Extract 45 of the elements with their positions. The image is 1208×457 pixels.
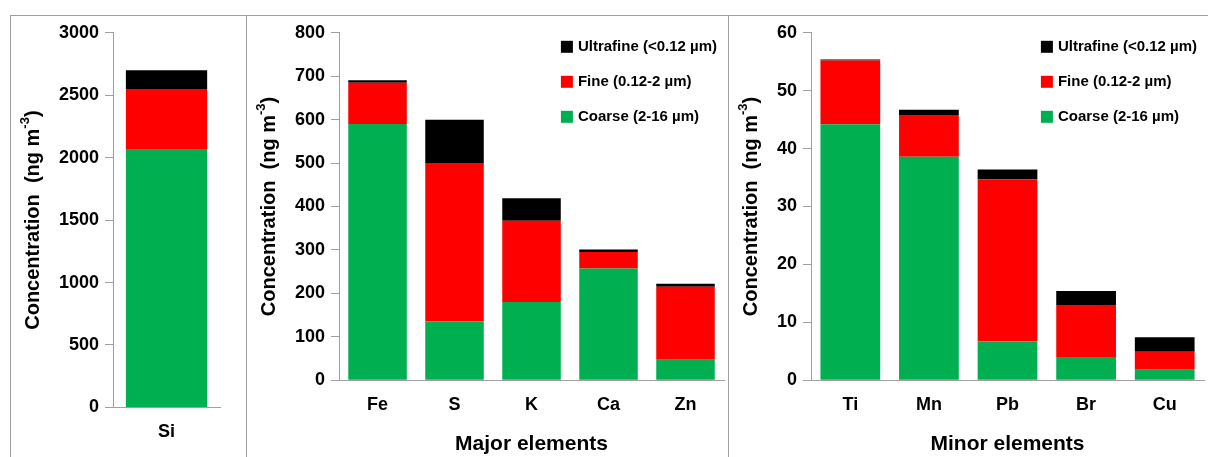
legend-label: Coarse (2-16 µm) (1057, 106, 1180, 124)
legend-label: Ultrafine (<0.12 µm) (1057, 36, 1198, 54)
y-tick-label: 1500 (59, 209, 100, 230)
legend-label: Fine (0.12-2 µm) (1057, 71, 1172, 89)
y-axis-title: Concentration (ng m-3) (734, 96, 761, 317)
y-tick-label: 100 (294, 325, 326, 346)
y-tick-label: 800 (294, 21, 326, 42)
y-tick-label: 60 (776, 21, 798, 42)
x-tick-label: Si (158, 421, 176, 442)
legend-label: Fine (0.12-2 µm) (577, 71, 692, 89)
y-tick-label: 40 (776, 137, 798, 158)
x-tick-label: S (448, 393, 461, 414)
y-tick-label: 500 (69, 333, 100, 354)
x-tick-label: Br (1076, 393, 1097, 414)
y-tick-label: 700 (294, 65, 326, 86)
x-tick-label: Cu (1152, 393, 1177, 414)
y-tick-label: 30 (776, 195, 798, 216)
y-tick-label: 2000 (59, 146, 100, 167)
x-tick-label: Ca (597, 393, 621, 414)
x-axis-title: Major elements (455, 431, 608, 455)
y-tick-label: 0 (89, 396, 100, 417)
y-tick-label: 600 (294, 108, 326, 129)
x-tick-label: Ti (842, 393, 859, 414)
y-tick-label: 200 (294, 282, 326, 303)
x-axis-title: Minor elements (930, 431, 1085, 455)
y-tick-label: 50 (776, 79, 798, 100)
legend-label: Coarse (2-16 µm) (577, 106, 700, 124)
y-axis-title: Concentration (ng m-3) (252, 96, 279, 317)
y-tick-label: 2500 (59, 84, 100, 105)
y-axis-title: Concentration (ng m-3) (16, 110, 43, 330)
y-tick-label: 400 (294, 195, 326, 216)
x-tick-label: Fe (367, 393, 389, 414)
x-tick-label: Mn (915, 393, 942, 414)
y-tick-label: 300 (294, 238, 326, 259)
y-tick-label: 3000 (59, 21, 100, 42)
x-tick-label: Pb (996, 393, 1020, 414)
y-tick-label: 20 (776, 253, 798, 274)
y-tick-label: 10 (776, 311, 798, 332)
legend-label: Ultrafine (<0.12 µm) (577, 36, 718, 54)
y-tick-label: 500 (294, 152, 326, 173)
x-tick-label: Zn (674, 393, 697, 414)
y-tick-label: 0 (787, 369, 798, 390)
x-tick-label: K (525, 393, 539, 414)
y-tick-label: 1000 (59, 271, 100, 292)
y-tick-label: 0 (315, 369, 326, 390)
